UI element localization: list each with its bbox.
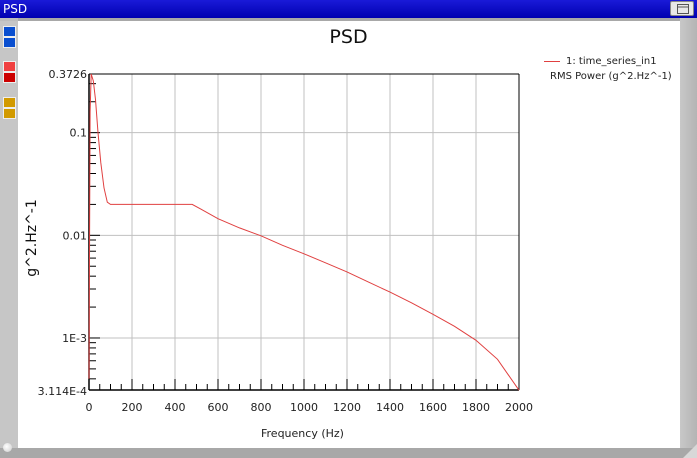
window-titlebar: PSD — [0, 0, 697, 18]
x-tick-label: 0 — [86, 401, 93, 414]
y-tick-label: 0.01 — [63, 229, 88, 242]
color-swatch[interactable] — [3, 108, 16, 119]
x-tick-label: 1600 — [419, 401, 447, 414]
window-title: PSD — [3, 2, 28, 16]
x-tick-label: 1000 — [290, 401, 318, 414]
y-tick-label: 1E-3 — [62, 332, 87, 345]
y-tick-label: 3.114E-4 — [38, 385, 87, 398]
plot-canvas — [18, 21, 680, 448]
x-tick-label: 800 — [251, 401, 272, 414]
x-axis-label: Frequency (Hz) — [261, 427, 344, 440]
corner-button[interactable] — [3, 443, 12, 452]
x-tick-label: 2000 — [505, 401, 533, 414]
color-swatch[interactable] — [3, 26, 16, 37]
color-swatch[interactable] — [3, 72, 16, 83]
x-tick-label: 1400 — [376, 401, 404, 414]
color-swatch[interactable] — [3, 97, 16, 108]
legend-line-icon — [544, 61, 560, 62]
horizontal-scrollbar[interactable] — [0, 444, 697, 458]
legend-entry-label: 1: time_series_in1 — [566, 56, 657, 67]
x-tick-label: 1200 — [333, 401, 361, 414]
x-tick-label: 200 — [122, 401, 143, 414]
legend-subtitle: RMS Power (g^2.Hz^-1) — [550, 71, 672, 82]
y-tick-label: 0.1 — [70, 127, 88, 140]
chart-title: PSD — [329, 26, 368, 48]
color-swatch[interactable] — [3, 61, 16, 72]
x-tick-label: 400 — [165, 401, 186, 414]
vertical-scrollbar[interactable] — [680, 18, 697, 448]
y-tick-label: 0.3726 — [49, 68, 88, 81]
restore-icon — [677, 4, 689, 14]
color-toolstrip — [0, 18, 18, 448]
color-swatch[interactable] — [3, 37, 16, 48]
series-line — [88, 73, 520, 391]
restore-button[interactable] — [670, 1, 694, 16]
y-axis-label: g^2.Hz^-1 — [24, 199, 40, 277]
resize-grip-icon[interactable] — [683, 444, 697, 458]
x-tick-label: 600 — [208, 401, 229, 414]
legend: 1: time_series_in1 RMS Power (g^2.Hz^-1) — [544, 56, 672, 82]
x-tick-label: 1800 — [462, 401, 490, 414]
